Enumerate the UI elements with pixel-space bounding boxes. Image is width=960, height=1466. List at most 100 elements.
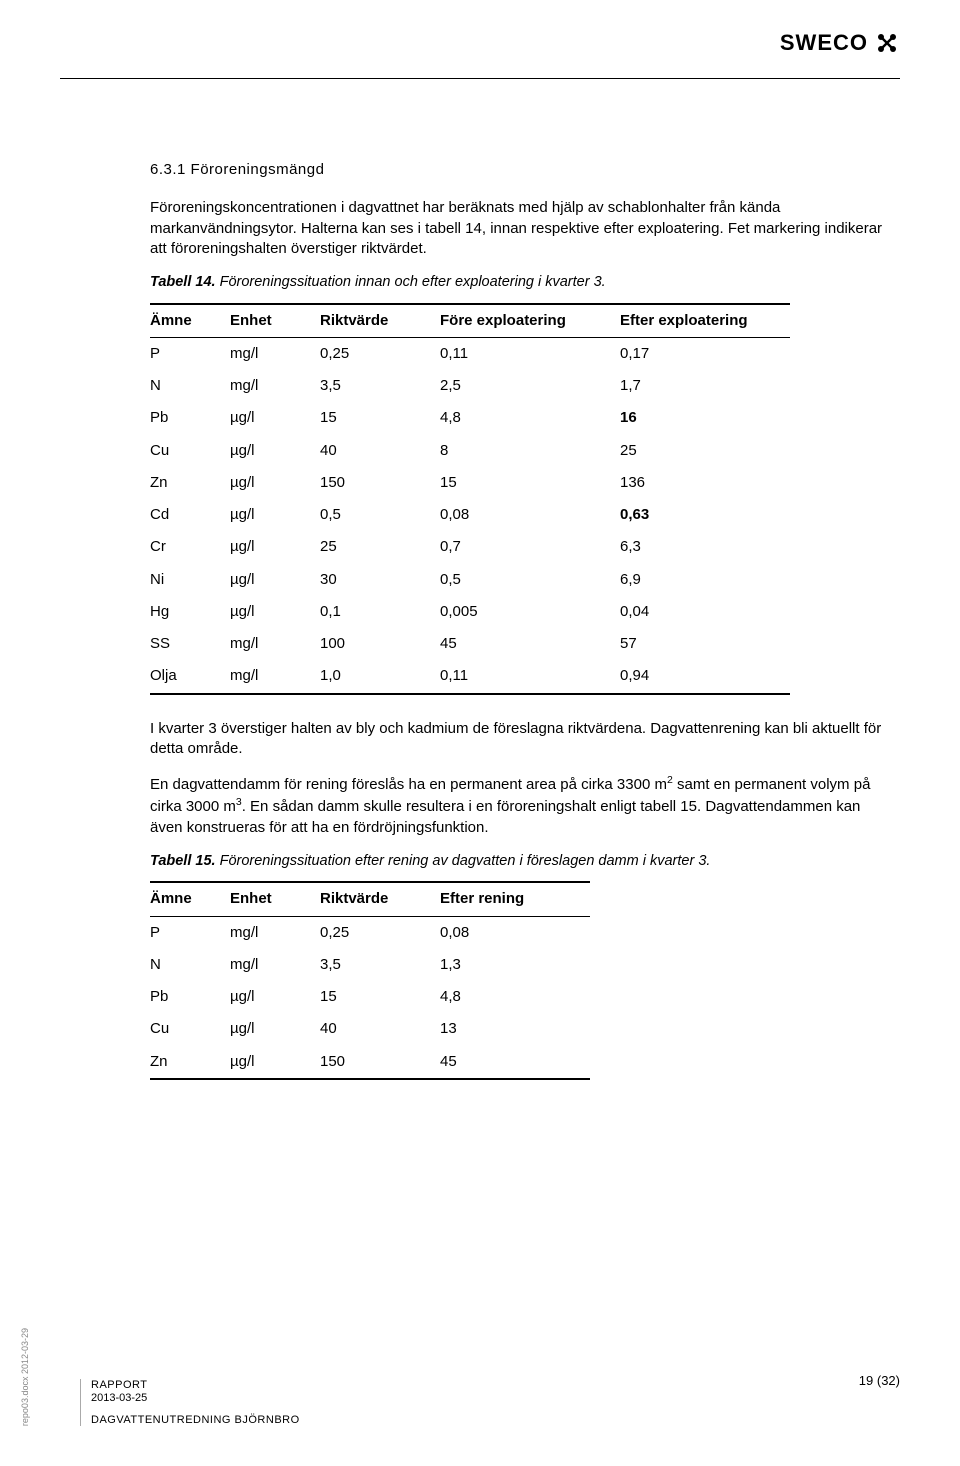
table-header: Ämne [150, 882, 230, 916]
table-cell: 0,005 [440, 596, 620, 628]
table-cell: 8 [440, 435, 620, 467]
table-cell: µg/l [230, 596, 320, 628]
table-cell: 0,25 [320, 916, 440, 949]
table-row: Pbµg/l154,8 [150, 981, 590, 1013]
table-cell: 0,11 [440, 660, 620, 693]
table-cell: 15 [320, 981, 440, 1013]
p3-part-a: En dagvattendamm för rening föreslås ha … [150, 776, 667, 793]
table-cell: 0,1 [320, 596, 440, 628]
header-logo: SWECO [780, 30, 900, 56]
table-cell: Ni [150, 564, 230, 596]
table14-caption-bold: Tabell 14. [150, 274, 216, 290]
table-cell: Olja [150, 660, 230, 693]
table-cell: mg/l [230, 916, 320, 949]
table-cell: 136 [620, 467, 790, 499]
table-header: Efter exploatering [620, 304, 790, 338]
table-cell: 0,5 [320, 499, 440, 531]
table-15: ÄmneEnhetRiktvärdeEfter rening Pmg/l0,25… [150, 881, 590, 1080]
section-heading: 6.3.1 Föroreningsmängd [150, 160, 890, 180]
table-cell: Cu [150, 435, 230, 467]
table-row: Nmg/l3,52,51,7 [150, 370, 790, 402]
paragraph-2: I kvarter 3 överstiger halten av bly och… [150, 719, 890, 760]
table-cell: 0,7 [440, 531, 620, 563]
table-cell: 0,94 [620, 660, 790, 693]
table-cell: mg/l [230, 660, 320, 693]
table-cell: µg/l [230, 402, 320, 434]
table-cell: Hg [150, 596, 230, 628]
table-cell: 40 [320, 435, 440, 467]
table-cell: 3,5 [320, 370, 440, 402]
table-cell: mg/l [230, 370, 320, 402]
table-row: Cuµg/l40825 [150, 435, 790, 467]
footer-line3: DAGVATTENUTREDNING BJÖRNBRO [91, 1414, 900, 1426]
table-row: Cdµg/l0,50,080,63 [150, 499, 790, 531]
table-cell: 0,25 [320, 337, 440, 370]
table-cell: 0,08 [440, 916, 590, 949]
table-cell: 150 [320, 467, 440, 499]
table-header: Riktvärde [320, 304, 440, 338]
table-cell: 6,3 [620, 531, 790, 563]
table15-caption-bold: Tabell 15. [150, 853, 216, 869]
p3-part-c: . En sådan damm skulle resultera i en fö… [150, 798, 860, 835]
table-cell: µg/l [230, 467, 320, 499]
table-cell: Pb [150, 402, 230, 434]
table-cell: µg/l [230, 981, 320, 1013]
table-cell: 4,8 [440, 981, 590, 1013]
table-cell: 57 [620, 628, 790, 660]
table-header: Enhet [230, 304, 320, 338]
table-cell: 15 [440, 467, 620, 499]
table14-caption-rest: Föroreningssituation innan och efter exp… [216, 274, 606, 290]
table-cell: 45 [440, 628, 620, 660]
table-row: Znµg/l15045 [150, 1046, 590, 1079]
table-row: Oljamg/l1,00,110,94 [150, 660, 790, 693]
header-rule [60, 78, 900, 79]
table-cell: N [150, 370, 230, 402]
table-cell: P [150, 337, 230, 370]
table-cell: 25 [620, 435, 790, 467]
table-cell: mg/l [230, 949, 320, 981]
table-header: Ämne [150, 304, 230, 338]
table-row: Pmg/l0,250,110,17 [150, 337, 790, 370]
table-cell: Zn [150, 467, 230, 499]
table-row: Nmg/l3,51,3 [150, 949, 590, 981]
table-cell: µg/l [230, 435, 320, 467]
table-cell: µg/l [230, 564, 320, 596]
table-cell: 0,11 [440, 337, 620, 370]
table-cell: mg/l [230, 628, 320, 660]
table-cell: 0,63 [620, 499, 790, 531]
table-cell: 0,17 [620, 337, 790, 370]
table-cell: 1,7 [620, 370, 790, 402]
table-cell: N [150, 949, 230, 981]
page-footer: 19 (32) RAPPORT 2013-03-25 DAGVATTENUTRE… [80, 1379, 900, 1426]
table-row: Hgµg/l0,10,0050,04 [150, 596, 790, 628]
logo-icon [874, 30, 900, 56]
table-cell: 1,0 [320, 660, 440, 693]
table-row: Cuµg/l4013 [150, 1013, 590, 1045]
table14-caption: Tabell 14. Föroreningssituation innan oc… [150, 273, 890, 293]
table-cell: 0,5 [440, 564, 620, 596]
table-cell: mg/l [230, 337, 320, 370]
table-cell: 15 [320, 402, 440, 434]
table-cell: 3,5 [320, 949, 440, 981]
table-cell: 45 [440, 1046, 590, 1079]
table-cell: 0,04 [620, 596, 790, 628]
table15-caption: Tabell 15. Föroreningssituation efter re… [150, 852, 890, 872]
table-row: Niµg/l300,56,9 [150, 564, 790, 596]
table-row: Pbµg/l154,816 [150, 402, 790, 434]
table-cell: 150 [320, 1046, 440, 1079]
table-header: Enhet [230, 882, 320, 916]
table-cell: µg/l [230, 499, 320, 531]
table-cell: 100 [320, 628, 440, 660]
table-cell: µg/l [230, 1046, 320, 1079]
table-cell: Zn [150, 1046, 230, 1079]
table-cell: Cu [150, 1013, 230, 1045]
table-cell: 30 [320, 564, 440, 596]
table-cell: 4,8 [440, 402, 620, 434]
table-cell: P [150, 916, 230, 949]
page-content: 6.3.1 Föroreningsmängd Föroreningskoncen… [150, 160, 890, 1104]
table-cell: 16 [620, 402, 790, 434]
table-row: Znµg/l15015136 [150, 467, 790, 499]
page-number: 19 (32) [859, 1373, 900, 1388]
table-cell: µg/l [230, 531, 320, 563]
table15-caption-rest: Föroreningssituation efter rening av dag… [216, 853, 711, 869]
